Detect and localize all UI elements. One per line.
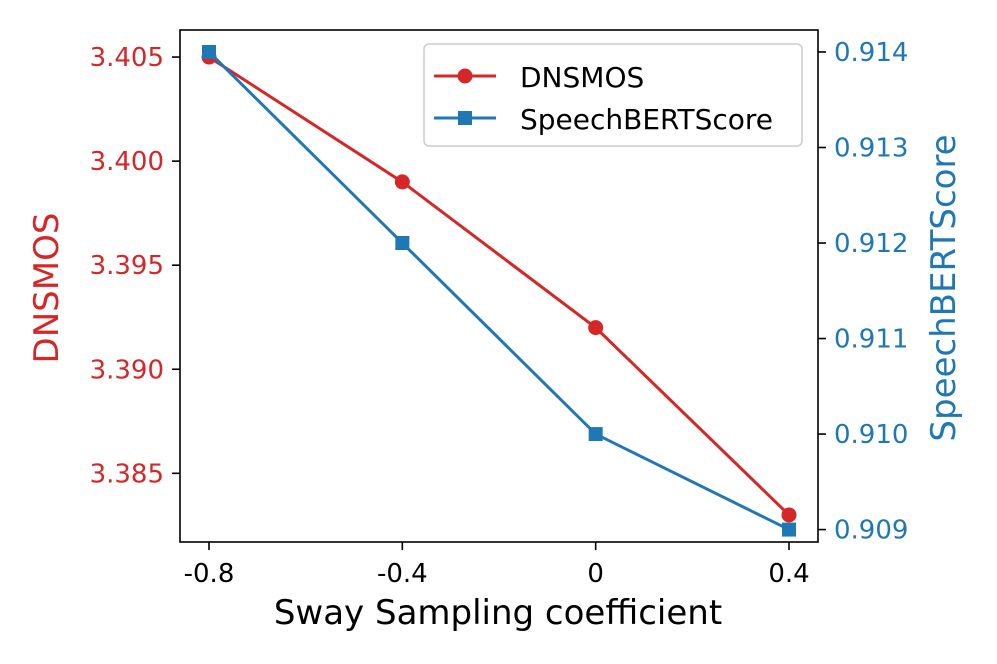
plot-frame [179,29,819,543]
right-y-tick-label: 0.914 [834,38,908,68]
right-y-tick-label: 0.913 [834,133,908,163]
data-point-dnsmos [588,320,604,336]
x-tick-label: -0.8 [184,559,235,589]
x-tick-label: 0 [587,559,604,589]
plot-series [201,44,797,537]
left-y-tick-label: 3.405 [90,43,164,73]
data-point-speechbertscore [588,427,603,442]
series-line-speechbertscore [207,50,790,531]
data-point-speechbertscore [395,236,410,251]
x-tick-label: -0.4 [377,559,428,589]
legend-marker-dnsmos [457,68,473,84]
right-y-axis-label: SpeechBERTScore [924,134,964,441]
left-y-tick-label: 3.385 [90,459,164,489]
data-point-dnsmos [781,507,797,523]
axes-ticks: -0.8 -0.4 0 0.4 3.385 3.390 3.395 3.400 3.405 0.9… [90,38,909,589]
left-y-tick-label: 3.390 [90,355,164,385]
legend: DNSMOS SpeechBERTScore [423,43,803,147]
legend-label-speechbertscore: SpeechBERTScore [520,103,773,136]
legend-frame [423,43,803,147]
left-y-tick-label: 3.395 [90,251,164,281]
series-line-dnsmos [208,55,791,517]
x-axis-label: Sway Sampling coefficient [274,593,722,633]
left-y-tick-label: 3.400 [90,147,164,177]
right-y-tick-label: 0.912 [834,229,908,259]
data-point-dnsmos [394,174,410,190]
legend-label-dnsmos: DNSMOS [520,61,644,94]
x-tick-label: 0.4 [768,559,809,589]
data-point-speechbertscore [202,44,216,59]
right-y-tick-label: 0.909 [834,516,908,546]
data-point-speechbertscore [782,522,796,537]
left-y-axis-label: DNSMOS [27,213,67,364]
legend-marker-speechbertscore [458,111,472,125]
right-y-tick-label: 0.911 [834,325,908,355]
right-y-tick-label: 0.910 [834,420,908,450]
